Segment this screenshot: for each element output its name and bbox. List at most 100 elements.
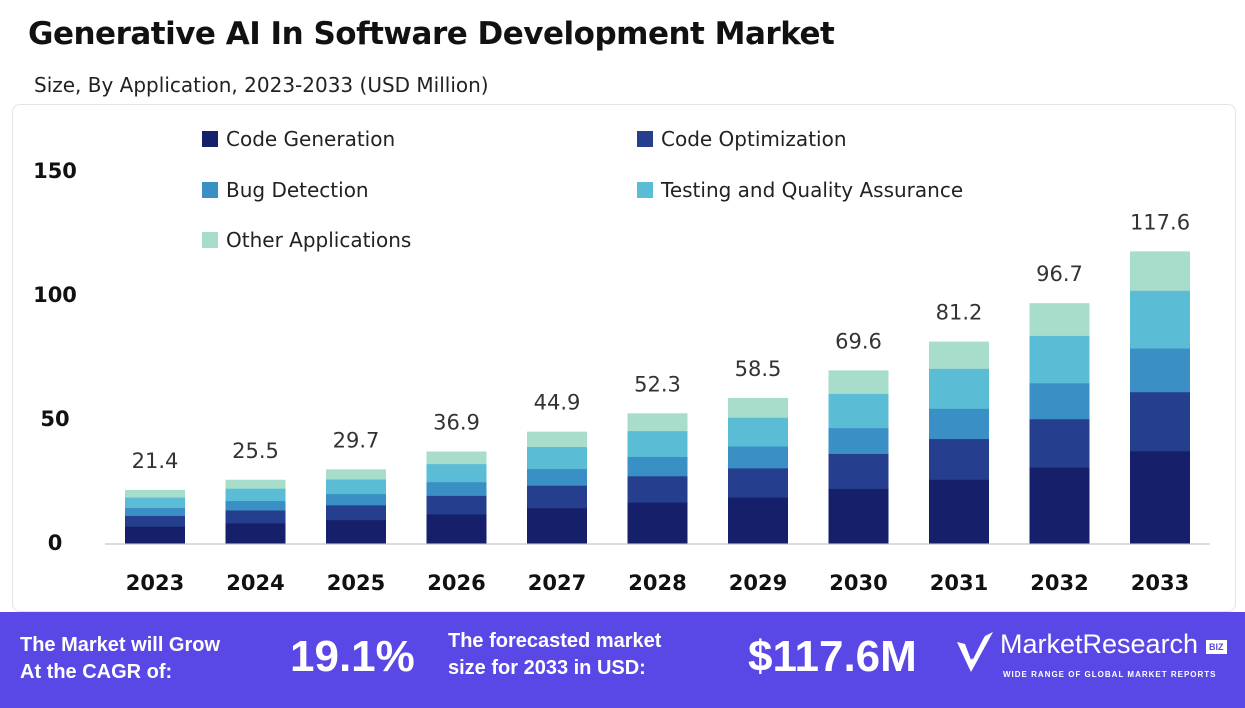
- legend-swatch: [202, 182, 218, 198]
- bar-segment-testing-and-quality-assurance: [527, 446, 587, 470]
- bar-segment-code-optimization: [728, 467, 788, 498]
- bar-segment-testing-and-quality-assurance: [627, 430, 688, 457]
- bar-segment-testing-and-quality-assurance: [326, 479, 386, 495]
- bar-total-label: 29.7: [333, 428, 380, 452]
- bar-segment-bug-detection: [326, 493, 386, 506]
- bar-segment-code-generation: [929, 479, 989, 544]
- bar-segment-bug-detection: [527, 468, 587, 486]
- cagr-label: The Market will Grow At the CAGR of:: [20, 634, 221, 683]
- x-tick-label: 2032: [1030, 571, 1088, 595]
- bar-segment-testing-and-quality-assurance: [828, 393, 889, 429]
- legend-label: Other Applications: [226, 228, 412, 252]
- bar-segment-other-applications: [828, 370, 889, 394]
- y-tick-label: 100: [33, 283, 77, 307]
- bar-segment-testing-and-quality-assurance: [728, 417, 788, 447]
- cagr-value: 19.1%: [290, 632, 415, 681]
- bar-segment-other-applications: [225, 479, 286, 489]
- chart-subtitle: Size, By Application, 2023-2033 (USD Mil…: [34, 73, 489, 97]
- bar-segment-bug-detection: [828, 427, 889, 454]
- bar-total-label: 117.6: [1130, 210, 1190, 234]
- bar-segment-other-applications: [125, 489, 185, 498]
- brand-badge: BIZ: [1206, 640, 1227, 654]
- bar-segment-code-optimization: [326, 504, 386, 521]
- y-tick-label: 0: [48, 531, 63, 555]
- bar-total-label: 69.6: [835, 329, 882, 353]
- bar-total-label: 58.5: [735, 357, 782, 381]
- forecast-value: $117.6M: [748, 632, 917, 681]
- legend-item-code-generation: Code Generation: [202, 127, 395, 151]
- y-tick-label: 50: [40, 407, 69, 431]
- bar-segment-code-generation: [326, 519, 386, 544]
- legend-item-bug-detection: Bug Detection: [202, 178, 369, 202]
- legend-swatch: [202, 232, 218, 248]
- x-tick-label: 2030: [829, 571, 887, 595]
- bar-segment-other-applications: [426, 451, 487, 465]
- bar-total-label: 21.4: [132, 449, 179, 473]
- bar-segment-code-optimization: [627, 475, 688, 503]
- brand-tagline: WIDE RANGE OF GLOBAL MARKET REPORTS: [1003, 670, 1217, 679]
- legend-label: Code Optimization: [661, 127, 847, 151]
- bar-total-label: 25.5: [232, 439, 279, 463]
- bar-segment-code-optimization: [225, 510, 286, 524]
- bar-segment-testing-and-quality-assurance: [125, 497, 185, 509]
- bar-segment-code-optimization: [828, 453, 889, 489]
- x-tick-label: 2031: [930, 571, 988, 595]
- bar-segment-bug-detection: [728, 446, 788, 469]
- bar-segment-code-optimization: [527, 485, 587, 509]
- x-tick-label: 2026: [427, 571, 485, 595]
- bar-segment-other-applications: [627, 413, 688, 432]
- chart-title: Generative AI In Software Development Ma…: [28, 16, 835, 52]
- forecast-label: The forecasted market size for 2033 in U…: [448, 630, 662, 679]
- bar-total-label: 36.9: [433, 410, 480, 434]
- bar-segment-code-optimization: [1130, 391, 1190, 452]
- bar-total-label: 52.3: [634, 372, 681, 396]
- bar-total-label: 96.7: [1036, 262, 1083, 286]
- legend-label: Code Generation: [226, 127, 396, 151]
- bar-segment-other-applications: [1029, 303, 1090, 336]
- stacked-bar-chart: 0 50 100 150 21.4 2023 25.5 2024 29.7 2025 36.9 202…: [33, 159, 1210, 595]
- checkmark-logo-icon: [957, 632, 993, 672]
- legend-swatch: [202, 131, 218, 147]
- brand-logo: MarketResearch BIZ WIDE RANGE OF GLOBAL …: [955, 626, 1243, 696]
- x-tick-label: 2024: [226, 571, 284, 595]
- x-tick-label: 2025: [327, 571, 385, 595]
- y-tick-label: 150: [33, 159, 77, 183]
- bar-segment-testing-and-quality-assurance: [1029, 335, 1090, 384]
- bar-segment-code-generation: [125, 526, 185, 544]
- brand-name: MarketResearch: [1000, 629, 1199, 659]
- bar-segment-other-applications: [326, 469, 386, 480]
- x-tick-label: 2028: [628, 571, 686, 595]
- bar-segment-testing-and-quality-assurance: [426, 463, 487, 483]
- bar-segment-bug-detection: [225, 500, 286, 511]
- bar-segment-bug-detection: [627, 456, 688, 477]
- bar-segment-code-optimization: [125, 515, 185, 527]
- bar-segment-testing-and-quality-assurance: [1130, 290, 1190, 349]
- bar-segment-code-generation: [225, 522, 286, 544]
- bar-segment-code-generation: [1029, 467, 1090, 544]
- bar-segment-code-generation: [527, 507, 587, 544]
- bar-total-label: 44.9: [534, 391, 581, 415]
- bar-segment-other-applications: [527, 431, 587, 448]
- legend-swatch: [637, 182, 653, 198]
- bar-total-label: 81.2: [936, 301, 983, 325]
- legend-label: Testing and Quality Assurance: [661, 178, 964, 202]
- bar-segment-code-generation: [1130, 450, 1190, 544]
- bar-segment-other-applications: [1130, 251, 1190, 291]
- bar-segment-bug-detection: [426, 481, 487, 496]
- legend-item-code-optimization: Code Optimization: [637, 127, 847, 151]
- legend-label: Bug Detection: [226, 178, 369, 202]
- x-tick-label: 2029: [729, 571, 787, 595]
- bar-segment-other-applications: [728, 397, 788, 418]
- bar-segment-code-generation: [426, 513, 487, 544]
- bar-segment-testing-and-quality-assurance: [225, 488, 286, 502]
- x-tick-label: 2027: [528, 571, 586, 595]
- bar-segment-bug-detection: [1130, 348, 1190, 393]
- bar-segment-code-optimization: [1029, 418, 1090, 468]
- x-tick-label: 2023: [126, 571, 184, 595]
- bar-segment-code-generation: [627, 502, 688, 544]
- legend-item-testing-qa: Testing and Quality Assurance: [637, 178, 963, 202]
- chart-frame: [12, 104, 1236, 612]
- footer-banner: The Market will Grow At the CAGR of: 19.…: [0, 612, 1245, 708]
- bar-segment-code-generation: [728, 497, 788, 544]
- legend-swatch: [637, 131, 653, 147]
